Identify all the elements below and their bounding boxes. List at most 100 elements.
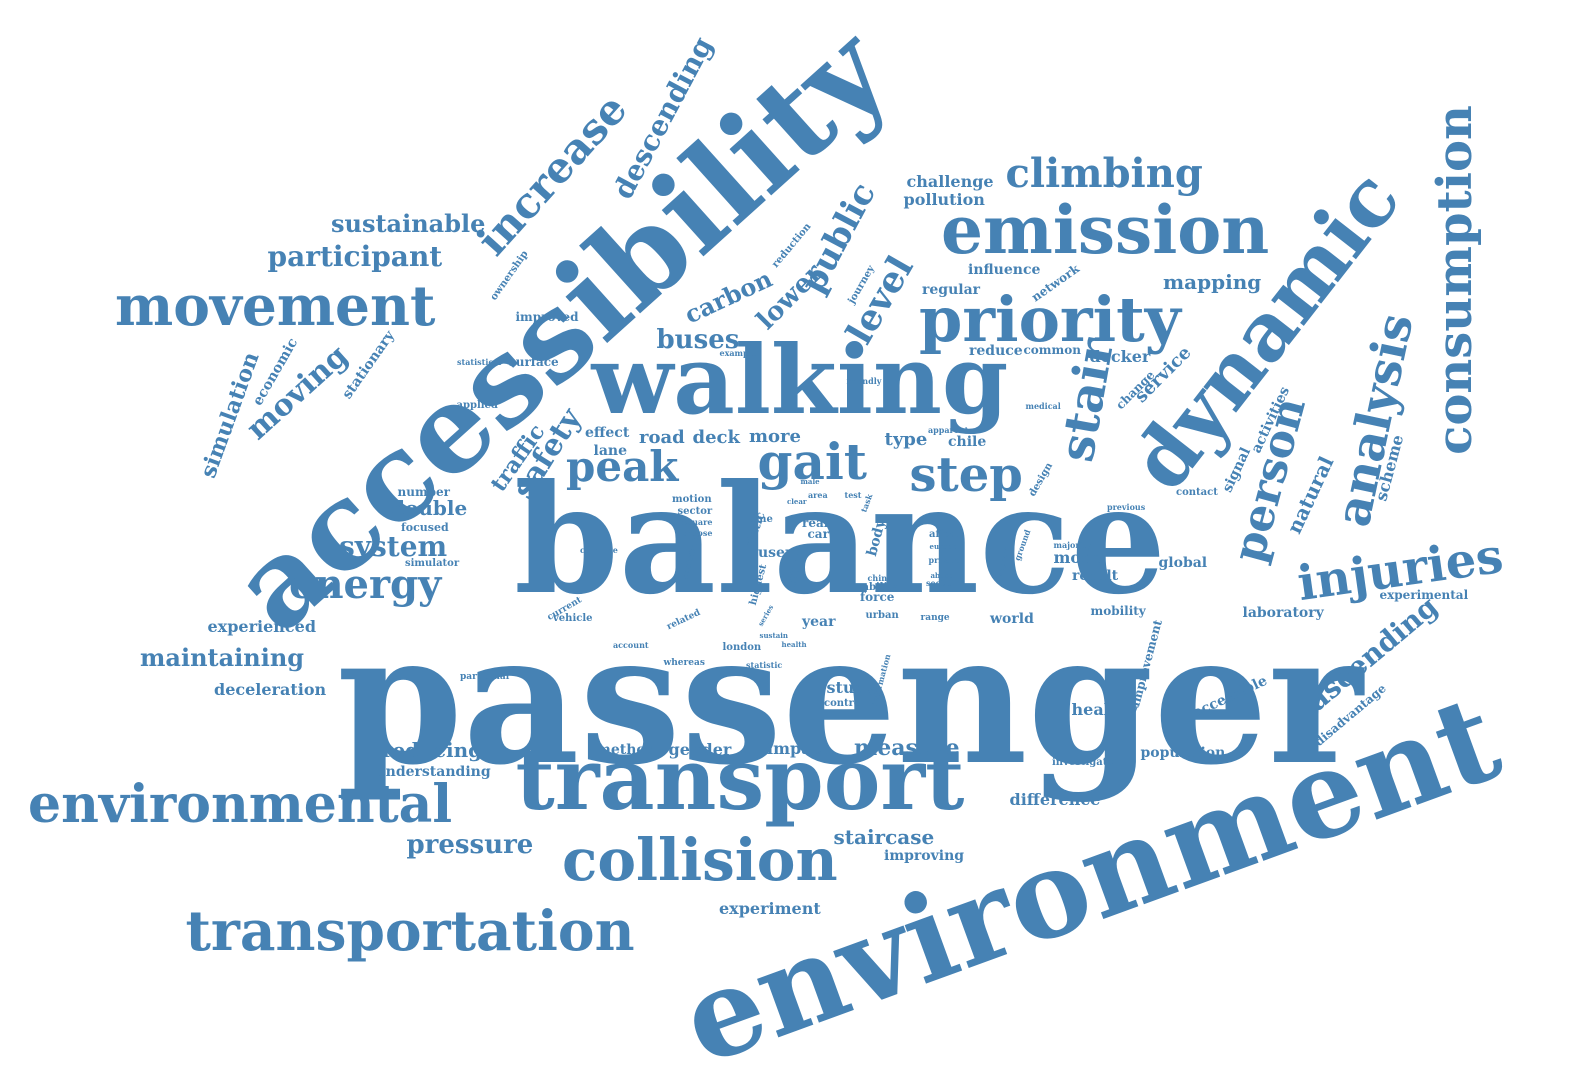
cloud-word-road: road — [639, 427, 685, 448]
cloud-word-sustain: sustain — [759, 630, 789, 640]
cloud-word-improved: improved — [515, 310, 579, 324]
cloud-word-majority: majority — [1053, 540, 1091, 550]
cloud-word-buses: buses — [656, 325, 740, 355]
cloud-word-impact: impact — [767, 739, 829, 758]
cloud-word-vehicle: vehicle — [553, 613, 593, 624]
cloud-word-result: result — [1072, 568, 1119, 584]
cloud-word-measure: measure — [854, 735, 960, 761]
cloud-word-system: system — [339, 530, 448, 563]
cloud-word-affect: affect — [929, 529, 961, 540]
cloud-word-maintaining: maintaining — [140, 643, 305, 672]
cloud-word-private: private — [928, 555, 960, 565]
cloud-word-male: male — [800, 476, 820, 486]
cloud-word-control: control — [824, 698, 865, 709]
cloud-word-user: user — [758, 545, 793, 561]
cloud-word-laboratory: laboratory — [1242, 605, 1324, 621]
cloud-word-study: study — [826, 678, 876, 697]
cloud-word-mapping: mapping — [1163, 270, 1262, 294]
cloud-word-experimental: experimental — [1379, 588, 1469, 602]
cloud-word-consumption: consumption — [1426, 105, 1483, 455]
cloud-word-health: health — [781, 639, 807, 649]
cloud-word-apparent: apparent — [928, 425, 969, 435]
cloud-word-double: double — [391, 496, 468, 520]
cloud-word-mode: mode — [1053, 548, 1103, 567]
cloud-word-sector: sector — [677, 506, 713, 517]
cloud-word-transport: transport — [515, 729, 965, 830]
cloud-word-example: example — [719, 348, 757, 358]
cloud-word-london: london — [722, 642, 762, 653]
cloud-word-staircase: staircase — [833, 825, 935, 849]
cloud-word-car: car — [807, 527, 829, 541]
cloud-word-account: account — [613, 640, 649, 650]
cloud-word-more: more — [749, 426, 801, 447]
cloud-word-method: method — [596, 742, 656, 758]
cloud-word-passenger: passenger — [337, 594, 1363, 805]
cloud-word-peak: peak — [566, 442, 679, 491]
cloud-word-area: area — [808, 490, 828, 500]
cloud-word-step: step — [909, 447, 1023, 503]
cloud-word-medical: medical — [1025, 401, 1061, 411]
cloud-word-choose: choose — [681, 528, 713, 538]
cloud-word-climbing: climbing — [1005, 150, 1203, 197]
cloud-word-world: world — [990, 611, 1034, 627]
cloud-word-participant: participant — [267, 240, 443, 273]
cloud-word-understanding: understanding — [375, 764, 491, 780]
cloud-word-motion: motion — [672, 494, 712, 505]
cloud-word-abuse: abuse — [930, 570, 954, 580]
cloud-word-transportation: transportation — [185, 897, 635, 963]
cloud-word-surface: surface — [509, 355, 559, 369]
cloud-word-walking: walking — [591, 324, 1009, 436]
cloud-word-range: range — [920, 612, 950, 623]
cloud-word-particular: particular — [460, 671, 511, 682]
cloud-word-europe: europe — [929, 541, 957, 551]
cloud-word-experiment: experiment — [719, 899, 821, 918]
cloud-word-simulator: simulator — [405, 558, 460, 569]
cloud-word-energy: energy — [289, 561, 442, 608]
cloud-word-urban: urban — [865, 610, 899, 621]
cloud-word-contact: contact — [1176, 487, 1218, 498]
cloud-word-priority: priority — [919, 283, 1181, 356]
cloud-word-deck: deck — [692, 427, 740, 448]
cloud-word-deceleration: deceleration — [214, 680, 327, 699]
cloud-word-sustainable: sustainable — [331, 209, 486, 238]
cloud-word-emission: emission — [941, 191, 1270, 269]
cloud-word-gender: gender — [668, 740, 732, 759]
cloud-word-whereas: whereas — [663, 657, 705, 668]
cloud-word-type: type — [884, 429, 928, 450]
cloud-word-pressure: pressure — [406, 830, 534, 860]
cloud-word-movement: movement — [115, 272, 436, 338]
cloud-word-chile: chile — [948, 434, 987, 450]
cloud-word-test: test — [844, 490, 862, 500]
cloud-word-lane: lane — [593, 443, 627, 459]
cloud-word-countrie: countrie — [580, 545, 618, 555]
cloud-word-friendly: friendly — [846, 376, 882, 386]
cloud-word-clear: clear — [787, 496, 807, 506]
cloud-word-effect: effect — [585, 425, 630, 441]
cloud-word-improving: improving — [884, 848, 965, 864]
cloud-word-reduce: reduce — [969, 343, 1023, 359]
cloud-word-year: year — [802, 614, 836, 630]
cloud-word-environmental: environmental — [28, 774, 453, 835]
cloud-word-number: number — [397, 485, 451, 499]
cloud-word-square: square — [682, 517, 713, 527]
cloud-word-common: common — [1023, 343, 1081, 357]
cloud-word-collision: collision — [562, 826, 838, 894]
cloud-word-applied: applied — [456, 400, 498, 411]
cloud-word-experienced: experienced — [207, 617, 317, 636]
cloud-word-challenge: challenge — [906, 172, 994, 191]
cloud-word-mobility: mobility — [1090, 604, 1146, 618]
cloud-word-balance: balance — [514, 452, 1167, 628]
cloud-word-gait: gait — [757, 432, 867, 491]
cloud-word-focused: focused — [401, 520, 449, 534]
cloud-word-population: population — [1140, 745, 1226, 761]
cloud-word-ability: ability — [862, 582, 898, 593]
cloud-word-investigate: investigate — [1052, 757, 1114, 768]
cloud-word-pollution: pollution — [903, 190, 985, 209]
cloud-word-reducing: reducing — [382, 738, 483, 762]
cloud-word-statistical: statistical — [457, 357, 502, 367]
cloud-word-decker: decker — [1089, 347, 1151, 366]
cloud-word-statistic: statistic — [746, 660, 783, 670]
cloud-word-regular: regular — [922, 282, 981, 298]
cloud-word-global: global — [1158, 555, 1208, 571]
